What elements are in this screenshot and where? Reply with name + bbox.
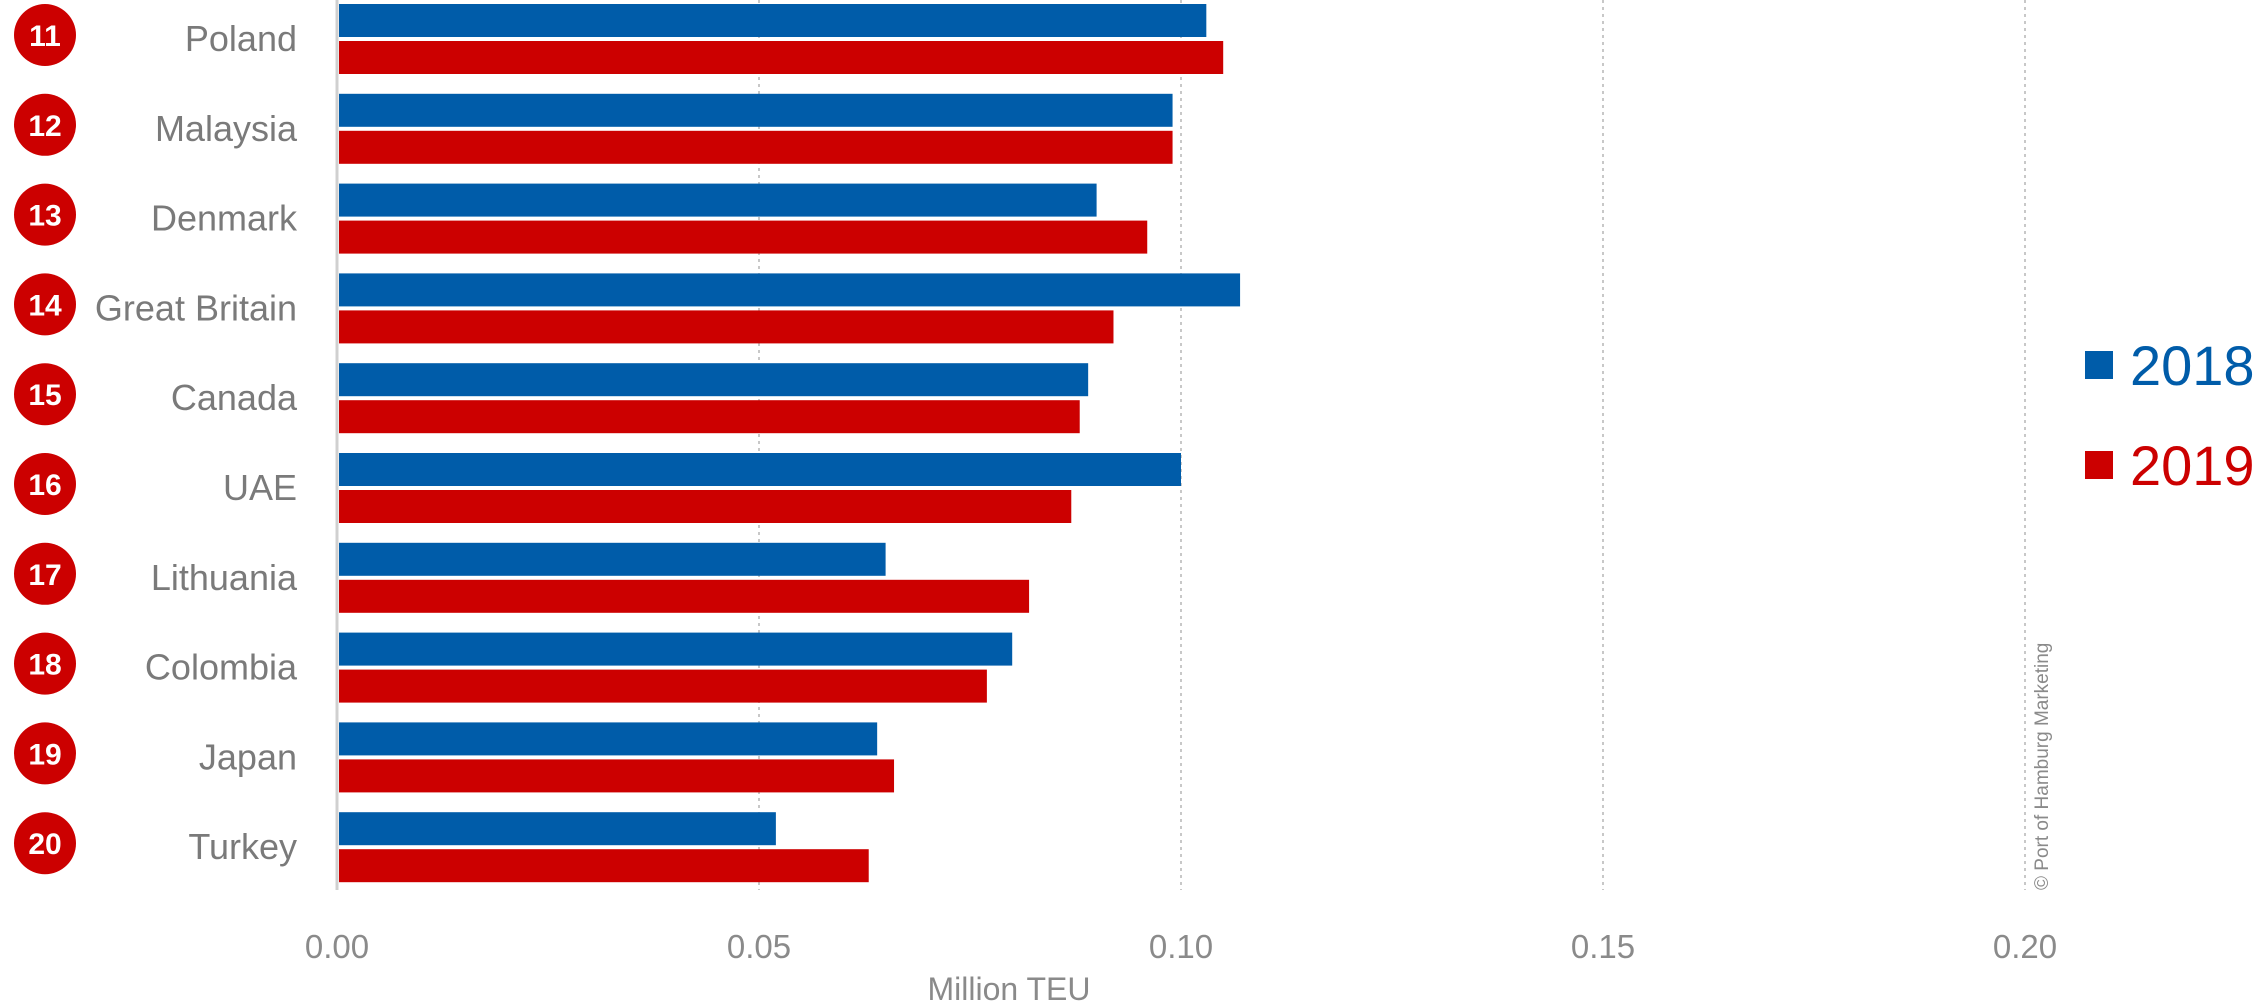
rank-number: 18 [28, 649, 61, 682]
rank-number: 13 [28, 200, 61, 233]
rank-number: 15 [28, 379, 61, 412]
rank-badge: 11 [14, 4, 76, 66]
category-label: Japan [199, 736, 297, 777]
rank-badge: 20 [14, 812, 76, 875]
bar-2018-great-britain [339, 273, 1241, 307]
rank-badge: 16 [14, 453, 76, 515]
category-label: Lithuania [151, 557, 298, 598]
bar-2019-malaysia [339, 130, 1173, 164]
rank-badge-circle [14, 542, 76, 605]
rank-badges: 11 12 13 14 15 16 17 18 19 20 [14, 4, 76, 875]
rank-badge: 14 [14, 273, 76, 336]
rank-badge-circle [14, 4, 76, 66]
legend-swatch [2085, 451, 2113, 479]
rank-badge: 17 [14, 542, 76, 605]
bar-2019-turkey [339, 849, 869, 883]
rank-badge: 18 [14, 632, 76, 695]
rank-badge-circle [14, 363, 76, 426]
rank-badge-circle [14, 812, 76, 875]
rank-badge: 19 [14, 722, 76, 785]
bar-2019-uae [339, 490, 1072, 523]
rank-number: 11 [29, 20, 61, 53]
legend-label: 2018 [2130, 334, 2255, 397]
copyright-credit: © Port of Hamburg Marketing [2032, 643, 2053, 890]
rank-badge-circle [14, 93, 76, 156]
bar-2019-japan [339, 759, 895, 793]
rank-number: 20 [28, 828, 61, 861]
bar-2018-uae [339, 453, 1181, 486]
rank-badge: 15 [14, 363, 76, 426]
rank-badge-circle [14, 722, 76, 785]
bar-2019-colombia [339, 669, 987, 703]
bar-2018-malaysia [339, 93, 1173, 127]
bar-2018-poland [339, 4, 1207, 37]
bar-2019-denmark [339, 220, 1148, 254]
bar-2018-lithuania [339, 542, 886, 576]
legend-swatch [2085, 351, 2113, 379]
category-label: Denmark [151, 198, 298, 239]
bar-2019-lithuania [339, 579, 1030, 613]
category-label: Poland [185, 18, 297, 59]
legend: 2018 2019 [2085, 334, 2255, 497]
category-label: Malaysia [155, 108, 298, 149]
bar-2019-canada [339, 400, 1080, 434]
rank-badge-circle [14, 183, 76, 246]
bar-2019-great-britain [339, 310, 1114, 344]
rank-number: 12 [28, 110, 61, 143]
x-axis-ticks: 0.00 0.05 0.10 0.15 0.20 [305, 928, 2057, 965]
rank-number: 17 [28, 559, 61, 592]
rank-number: 14 [28, 289, 62, 322]
category-label: Canada [171, 377, 298, 418]
bar-2019-poland [339, 41, 1224, 74]
rank-badge: 13 [14, 183, 76, 246]
category-labels: Poland Malaysia Denmark Great Britain Canada… [95, 18, 298, 867]
bar-2018-turkey [339, 812, 776, 846]
bar-2018-japan [339, 722, 878, 756]
bar-2018-canada [339, 363, 1089, 397]
category-label: Turkey [188, 826, 297, 867]
rank-badge: 12 [14, 93, 76, 156]
x-tick-label: 0.05 [727, 928, 791, 965]
bar-2018-colombia [339, 632, 1013, 666]
x-tick-label: 0.15 [1571, 928, 1635, 965]
rank-number: 19 [28, 738, 61, 771]
category-label: Colombia [145, 647, 298, 688]
rank-badge-circle [14, 632, 76, 695]
x-tick-label: 0.20 [1993, 928, 2057, 965]
rank-number: 16 [28, 469, 61, 502]
category-label: Great Britain [95, 287, 297, 328]
legend-label: 2019 [2130, 434, 2255, 497]
rank-badge-circle [14, 453, 76, 515]
x-tick-label: 0.10 [1149, 928, 1213, 965]
bars [339, 4, 1241, 883]
x-axis-title: Million TEU [928, 971, 1091, 1007]
rank-badge-circle [14, 273, 76, 336]
category-label: UAE [223, 467, 297, 508]
bar-2018-denmark [339, 183, 1097, 217]
x-tick-label: 0.00 [305, 928, 369, 965]
